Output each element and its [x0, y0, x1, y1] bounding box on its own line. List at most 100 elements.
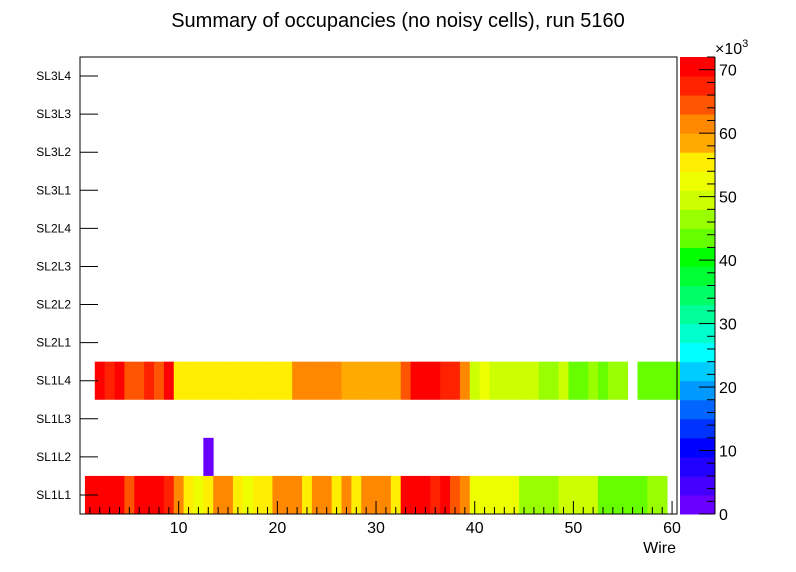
z-tick-label: 60: [719, 126, 737, 143]
y-tick-label: SL2L3: [36, 259, 71, 273]
z-axis: 0 10 20 30 40 50 60 70: [699, 56, 737, 524]
heatmap-cell: [578, 475, 589, 514]
heatmap-cell: [144, 361, 155, 400]
y-tick-label: SL3L2: [36, 145, 71, 159]
heatmap-cell: [242, 475, 254, 514]
palette-band: [680, 475, 715, 496]
x-tick-label: 20: [268, 520, 286, 537]
heatmap-cell: [538, 361, 550, 400]
heatmap-cell: [617, 361, 629, 400]
heatmap-cell: [499, 475, 510, 514]
z-tick-label: 70: [719, 63, 737, 80]
heatmap-cell: [361, 475, 372, 514]
heatmap-cell: [627, 475, 638, 514]
palette-band: [680, 95, 715, 115]
heatmap-cell: [588, 475, 599, 514]
heatmap-cell: [262, 361, 273, 400]
heatmap-cell: [430, 475, 441, 514]
heatmap-cell: [114, 475, 125, 514]
heatmap-cell: [459, 475, 471, 514]
heatmap-cell: [657, 475, 668, 514]
heatmap-cell: [647, 475, 658, 514]
heatmap-cell: [94, 361, 106, 400]
heatmap-cell: [331, 361, 342, 400]
heatmap-cell: [223, 361, 234, 400]
heatmap-cell: [114, 361, 125, 400]
heatmap-cell: [568, 361, 579, 400]
heatmap-cell: [232, 475, 244, 514]
palette-band: [680, 133, 715, 153]
palette-band: [680, 190, 715, 210]
heatmap-cell: [440, 475, 451, 514]
heatmap-cell: [450, 361, 461, 400]
z-tick-label: 50: [719, 190, 737, 207]
heatmap-cell: [588, 361, 599, 400]
heatmap-cell: [657, 361, 668, 400]
heatmap-cell: [341, 475, 352, 514]
palette-band: [680, 228, 715, 248]
heatmap-cell: [479, 475, 490, 514]
palette-band: [680, 171, 715, 191]
heatmap-cell: [94, 475, 106, 514]
heatmap-cell: [667, 361, 678, 400]
heatmap-cell: [361, 361, 372, 400]
heatmap-cell: [440, 361, 451, 400]
x-axis-label: Wire: [643, 540, 676, 557]
heatmap-cell: [193, 475, 204, 514]
heatmap-cell: [232, 361, 244, 400]
heatmap-cell: [124, 361, 135, 400]
heatmap-cell: [538, 475, 550, 514]
y-tick-label: SL3L1: [36, 183, 71, 197]
heatmap-cell: [420, 361, 431, 400]
heatmap-cell: [203, 437, 214, 476]
heatmap-cell: [213, 361, 224, 400]
y-tick-label: SL1L3: [36, 412, 71, 426]
heatmap-cell: [183, 475, 194, 514]
palette-band: [680, 323, 715, 344]
heatmap-cell: [489, 361, 500, 400]
z-tick-label: 40: [719, 253, 737, 270]
heatmap-cell: [292, 361, 303, 400]
heatmap-cell: [637, 475, 648, 514]
x-tick-label: 30: [367, 520, 385, 537]
heatmap-cell: [203, 475, 214, 514]
heatmap-cell: [509, 475, 520, 514]
heatmap-cell: [282, 475, 293, 514]
palette-band: [680, 285, 715, 306]
heatmap-cell: [134, 475, 145, 514]
heatmap-cell: [173, 475, 185, 514]
heatmap-cell: [104, 475, 115, 514]
heatmap-cell: [400, 361, 411, 400]
palette-band: [680, 456, 715, 477]
heatmap-cell: [242, 361, 254, 400]
x-tick-label: 60: [663, 520, 681, 537]
heatmap-cell: [252, 475, 263, 514]
heatmap-cell: [163, 361, 175, 400]
y-tick-label: SL3L3: [36, 107, 71, 121]
x-axis: 10 20 30 40 50 60: [79, 501, 681, 537]
heatmap-cell: [252, 361, 263, 400]
heatmap-cell: [558, 475, 569, 514]
heatmap-cell: [528, 475, 540, 514]
palette-band: [680, 494, 715, 515]
palette-band: [680, 209, 715, 229]
heatmap-cell: [578, 361, 589, 400]
heatmap-cell: [380, 361, 392, 400]
heatmap-cell: [331, 475, 342, 514]
x-tick-label: 40: [466, 520, 484, 537]
palette-band: [680, 57, 715, 77]
plot-frame: [79, 56, 678, 515]
heatmap-cell: [390, 475, 402, 514]
y-tick-label: SL3L4: [36, 69, 71, 83]
y-tick-label: SL2L2: [36, 298, 71, 312]
heatmap-cell: [390, 361, 402, 400]
heatmap-cell: [420, 475, 431, 514]
heatmap-cell: [450, 475, 461, 514]
y-tick-label: SL2L4: [36, 221, 71, 235]
heatmap-cell: [617, 475, 629, 514]
z-tick-label: 0: [719, 507, 728, 524]
heatmap-cell: [213, 475, 224, 514]
heatmap-cell: [410, 361, 421, 400]
heatmap-cell: [548, 475, 559, 514]
